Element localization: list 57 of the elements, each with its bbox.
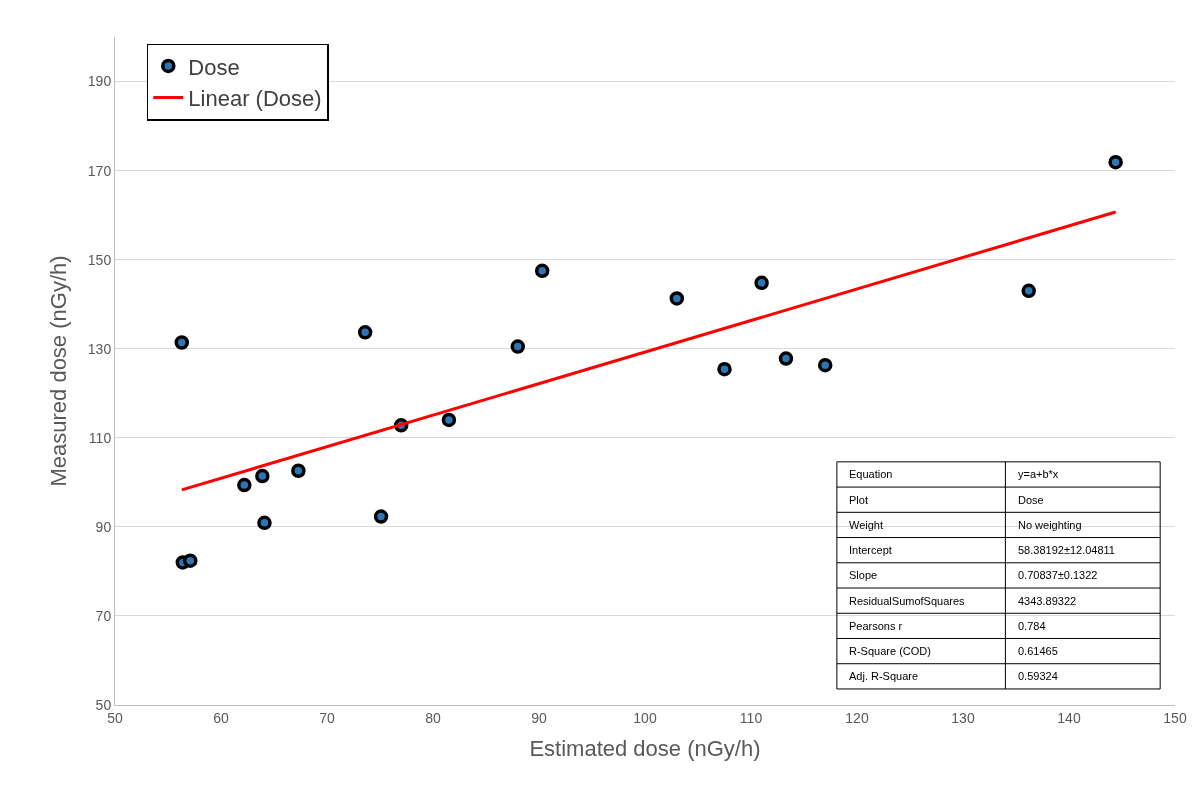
x-tick-label: 80	[425, 709, 441, 726]
point	[510, 339, 526, 354]
point	[357, 325, 373, 340]
annotation: 0.59324	[1018, 670, 1058, 682]
y-axis-title: Measured dose (nGy/h)	[45, 255, 71, 487]
point	[237, 477, 252, 493]
point	[669, 291, 685, 306]
annotation: 0.61465	[1018, 645, 1058, 657]
x-tick-label: 110	[739, 709, 763, 726]
annotation: Equation	[849, 468, 893, 480]
y-tick-label: 70	[95, 607, 112, 624]
annotation: ResidualSumofSquares	[849, 595, 966, 607]
x-tick-label: 150	[1163, 709, 1187, 726]
point	[373, 509, 389, 524]
point	[1108, 154, 1123, 170]
y-tick-label: 90	[95, 518, 112, 535]
annotation: Pearsons r	[849, 620, 903, 632]
legend-label: Linear (Dose)	[188, 86, 322, 112]
y-tick-label: 150	[87, 251, 112, 268]
x-tick-label: 120	[845, 709, 869, 726]
y-tick-label: 110	[88, 429, 112, 446]
annotation: Intercept	[849, 544, 892, 556]
point	[441, 412, 457, 428]
annotation: y=a+b*x	[1018, 468, 1059, 480]
x-tick-label: 70	[319, 709, 335, 726]
x-tick-label: 90	[531, 709, 547, 726]
point	[534, 263, 550, 279]
y-tick-label: 130	[87, 340, 112, 357]
annotation: Plot	[849, 494, 868, 506]
x-axis-title: Estimated dose (nGy/h)	[529, 735, 761, 761]
annotation: Weight	[849, 519, 884, 531]
point	[183, 553, 198, 568]
annotation: 0.784	[1018, 620, 1046, 632]
y-tick-label: 190	[87, 73, 112, 90]
annotation: 4343.89322	[1018, 595, 1077, 607]
x-tick-label: 130	[951, 709, 975, 726]
annotation: Dose	[1018, 494, 1044, 506]
point	[817, 357, 833, 373]
y-tick-label: 170	[87, 162, 112, 179]
point	[174, 335, 190, 350]
point	[754, 275, 769, 291]
x-tick-label: 60	[213, 709, 229, 726]
annotation: No weighting	[1018, 519, 1082, 531]
point	[291, 463, 306, 478]
annotation: Slope	[849, 569, 878, 581]
point	[255, 468, 270, 484]
point	[257, 515, 272, 531]
legend-label: Dose	[188, 54, 240, 80]
point	[778, 351, 794, 366]
annotation: 58.38192±12.04811	[1018, 544, 1115, 556]
annotation: 0.70837±0.1322	[1018, 569, 1098, 581]
point	[1021, 283, 1036, 299]
annotation: Adj. R-Square	[849, 670, 919, 682]
x-tick-label: 100	[633, 709, 657, 726]
annotation: R-Square (COD)	[849, 645, 931, 657]
x-tick-label: 140	[1057, 709, 1081, 726]
point	[717, 361, 732, 377]
